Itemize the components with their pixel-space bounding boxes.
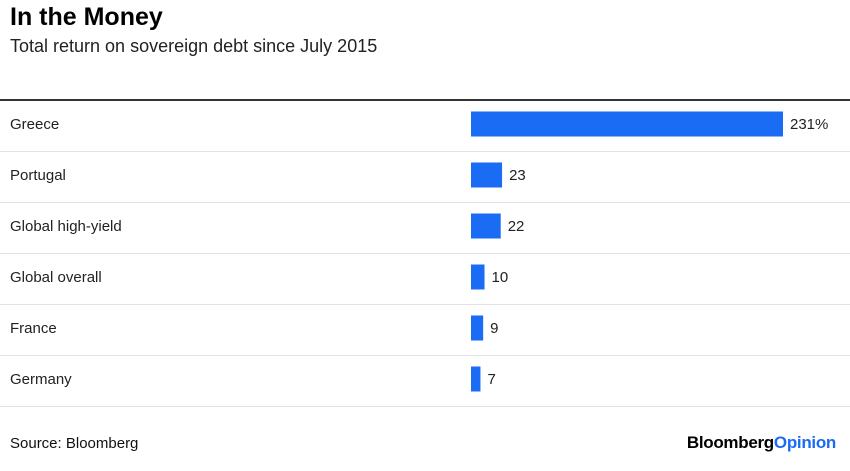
chart-subtitle: Total return on sovereign debt since Jul… bbox=[10, 36, 378, 56]
value-label: 231% bbox=[790, 116, 828, 133]
category-label: Portugal bbox=[10, 167, 66, 184]
value-label: 9 bbox=[490, 320, 498, 337]
source-note: Source: Bloomberg bbox=[10, 435, 139, 452]
bar bbox=[471, 162, 503, 188]
brand-name-part1: Bloomberg bbox=[686, 433, 774, 452]
bar bbox=[471, 315, 484, 341]
category-label: Global overall bbox=[10, 269, 102, 286]
value-label: 10 bbox=[492, 269, 509, 286]
brand-logo: BloombergOpinion bbox=[687, 432, 836, 454]
value-label: 22 bbox=[508, 218, 525, 235]
value-label: 7 bbox=[487, 371, 495, 388]
bar bbox=[471, 264, 485, 290]
chart-title: In the Money bbox=[10, 3, 163, 31]
bar bbox=[471, 213, 501, 239]
category-label: Germany bbox=[10, 371, 72, 388]
category-label: France bbox=[10, 320, 57, 337]
category-label: Global high-yield bbox=[10, 218, 122, 235]
brand-name-part2: Opinion bbox=[773, 433, 836, 452]
value-label: 23 bbox=[509, 167, 526, 184]
bar bbox=[471, 111, 783, 137]
top-rule bbox=[0, 99, 850, 101]
category-label: Greece bbox=[10, 116, 59, 133]
bar bbox=[471, 366, 481, 392]
